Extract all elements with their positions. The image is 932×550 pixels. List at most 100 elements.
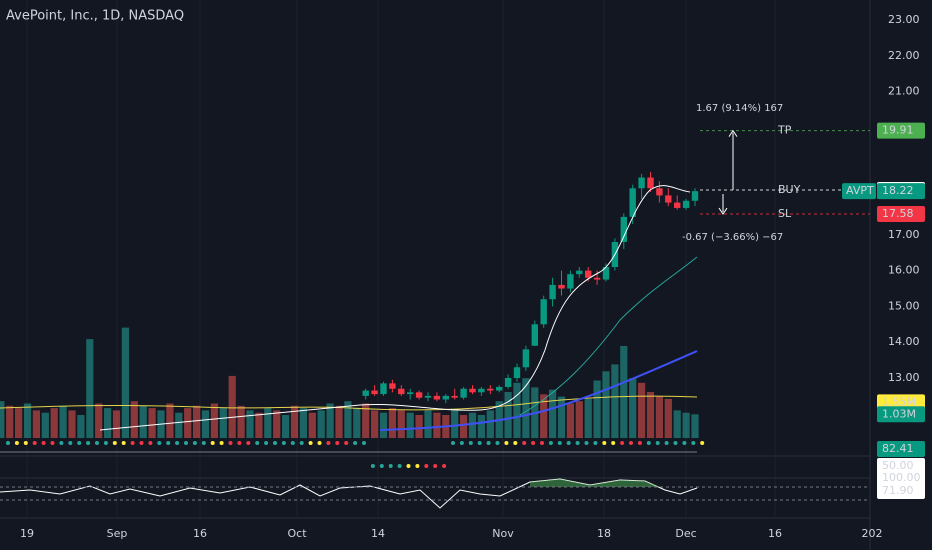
volume-ma xyxy=(0,395,698,411)
position-label: TP xyxy=(777,124,792,137)
signal-dot xyxy=(575,441,580,445)
volume-bar xyxy=(611,364,619,438)
signal-dot xyxy=(201,441,206,445)
candle-body xyxy=(647,177,654,189)
candle-body xyxy=(424,395,432,398)
volume-bar xyxy=(95,403,103,438)
signal-dot xyxy=(584,441,589,445)
volume-bar xyxy=(691,414,699,438)
candle-body xyxy=(460,388,467,398)
volume-bar xyxy=(59,405,67,438)
signal-dot xyxy=(664,441,669,445)
price-tag xyxy=(877,441,925,457)
signal-dot xyxy=(406,464,411,468)
signal-dot xyxy=(281,441,286,445)
signal-dot xyxy=(344,441,349,445)
volume-bar xyxy=(255,412,263,438)
candle-body xyxy=(389,383,396,389)
price-label: 13.00 xyxy=(888,371,920,384)
price-tag-label: 1.55M xyxy=(882,395,916,408)
volume-bar xyxy=(184,408,192,438)
volume-bar xyxy=(540,394,548,438)
signal-dot xyxy=(184,441,188,445)
candle-body xyxy=(540,299,547,325)
signal-dot xyxy=(682,441,687,445)
symbol-title: AvePoint, Inc., 1D, NASDAQ xyxy=(6,9,184,24)
volume-bar xyxy=(228,375,236,438)
signal-dot xyxy=(273,441,277,445)
volume-bar xyxy=(602,371,610,438)
candle-body xyxy=(478,388,485,393)
price-label: 14.00 xyxy=(888,335,920,348)
candle-body xyxy=(549,284,556,300)
volume-bar xyxy=(362,403,370,438)
date-label: 19 xyxy=(20,527,34,540)
signal-dot xyxy=(451,441,455,445)
volume-bar xyxy=(166,403,174,438)
signal-dot xyxy=(130,441,135,445)
candle-body xyxy=(674,202,681,208)
volume-bar xyxy=(575,401,583,438)
volume-bar xyxy=(50,408,58,438)
price-tag xyxy=(877,483,925,499)
position-label: BUY xyxy=(778,183,801,196)
price-label: 17.00 xyxy=(888,228,920,241)
signal-dot xyxy=(219,441,224,445)
price-tag-label: 50.00 xyxy=(882,459,914,472)
signal-dot xyxy=(77,441,82,445)
volume-bar xyxy=(210,403,218,438)
candle-body xyxy=(371,390,378,395)
signal-dot xyxy=(103,441,108,445)
candle-body xyxy=(362,390,369,396)
candle-body xyxy=(442,395,449,400)
volume-bar xyxy=(584,398,592,438)
signal-dot xyxy=(477,441,482,445)
volume-bar xyxy=(130,401,138,438)
signal-dot xyxy=(700,441,705,445)
volume-bar xyxy=(415,415,423,438)
signal-dot xyxy=(228,441,233,445)
volume-bar xyxy=(477,415,485,438)
signal-dot xyxy=(424,464,429,468)
volume-bar xyxy=(646,392,655,438)
signal-dot xyxy=(433,464,438,468)
volume-bar xyxy=(139,405,147,438)
candle-body xyxy=(691,191,699,201)
loss-text: -0.67 (−3.66%) −67 xyxy=(682,232,783,243)
price-label: 21.00 xyxy=(888,85,920,98)
signal-dot xyxy=(397,464,402,468)
signal-dot xyxy=(68,441,73,445)
price-label: 23.00 xyxy=(888,13,920,26)
signal-dot xyxy=(522,441,527,445)
ma-slow xyxy=(379,350,698,431)
candle-body xyxy=(585,270,592,278)
signal-dot xyxy=(468,441,473,445)
volume-bar xyxy=(193,405,201,438)
candle-body xyxy=(682,200,690,208)
signal-dot xyxy=(264,441,269,445)
signal-dot xyxy=(646,441,651,445)
date-label: Sep xyxy=(107,527,128,540)
volume-bar xyxy=(299,408,307,438)
signal-dot xyxy=(23,441,28,445)
volume-bar xyxy=(353,408,361,438)
price-label: 22.00 xyxy=(888,49,920,62)
volume-bar xyxy=(451,410,459,438)
signal-dot xyxy=(317,441,322,445)
signal-dot xyxy=(112,441,117,445)
loss-arrowhead xyxy=(718,207,728,215)
volume-bar xyxy=(513,382,521,438)
volume-bar xyxy=(522,378,530,438)
signal-dot xyxy=(513,441,518,445)
candle-body xyxy=(433,395,441,400)
signal-dot xyxy=(299,441,304,445)
signal-dot xyxy=(557,441,562,445)
volume-bar xyxy=(41,412,49,438)
signal-dot xyxy=(691,441,696,445)
rsi-overbought-fill xyxy=(530,479,660,487)
volume-bar xyxy=(406,412,414,438)
volume-bar xyxy=(0,401,5,438)
symbol-label: AVPT xyxy=(846,184,874,197)
